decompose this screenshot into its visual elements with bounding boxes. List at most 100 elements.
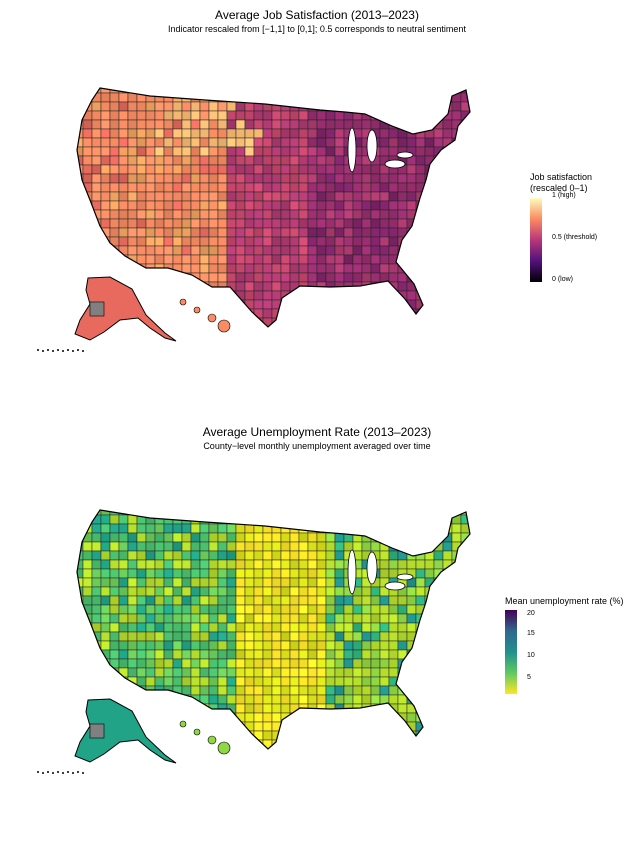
- county-region: [217, 712, 228, 723]
- county-region: [253, 326, 264, 327]
- county-region: [199, 254, 210, 265]
- county-region: [370, 317, 381, 327]
- county-region: [217, 568, 228, 579]
- county-region: [433, 667, 444, 678]
- county-region: [253, 613, 264, 624]
- county-region: [379, 712, 390, 723]
- county-region: [271, 209, 282, 220]
- county-region: [451, 595, 462, 606]
- county-region: [253, 128, 264, 139]
- county-region: [244, 218, 255, 229]
- county-region: [379, 604, 390, 615]
- county-region: [361, 514, 372, 525]
- county-region: [406, 658, 417, 669]
- county-region: [262, 694, 273, 705]
- county-region: [325, 667, 336, 678]
- county-region: [424, 200, 435, 211]
- county-region: [226, 110, 237, 121]
- county-region: [163, 694, 174, 705]
- county-region: [136, 110, 147, 121]
- county-region: [77, 92, 84, 103]
- county-region: [298, 88, 309, 94]
- county-region: [388, 272, 399, 283]
- county-region: [280, 595, 291, 606]
- county-region: [109, 200, 120, 211]
- county-region: [415, 649, 426, 660]
- county-region: [442, 128, 453, 139]
- county-region: [388, 209, 399, 220]
- county-region: [181, 308, 192, 319]
- county-region: [235, 317, 246, 327]
- county-region: [199, 128, 210, 139]
- county-region: [77, 550, 84, 561]
- county-region: [253, 586, 264, 597]
- county-region: [307, 119, 318, 130]
- county-region: [271, 604, 282, 615]
- county-region: [343, 613, 354, 624]
- county-region: [325, 191, 336, 202]
- county-region: [361, 667, 372, 678]
- county-region: [163, 604, 174, 615]
- county-region: [289, 613, 300, 624]
- county-region: [469, 685, 470, 696]
- county-region: [397, 604, 408, 615]
- county-region: [154, 658, 165, 669]
- county-region: [388, 613, 399, 624]
- county-region: [100, 550, 111, 561]
- county-region: [307, 640, 318, 651]
- county-region: [307, 263, 318, 274]
- county-region: [397, 191, 408, 202]
- county-region: [136, 88, 147, 94]
- county-region: [334, 263, 345, 274]
- county-region: [379, 227, 390, 238]
- county-region: [244, 308, 255, 319]
- county-region: [469, 290, 470, 301]
- county-region: [361, 209, 372, 220]
- county-region: [370, 173, 381, 184]
- county-region: [118, 514, 129, 525]
- county-region: [172, 254, 183, 265]
- county-region: [118, 326, 129, 327]
- county-region: [289, 532, 300, 543]
- county-region: [271, 676, 282, 687]
- county-region: [262, 88, 273, 94]
- county-region: [226, 236, 237, 247]
- county-region: [154, 667, 165, 678]
- county-region: [379, 510, 390, 516]
- county-region: [316, 721, 327, 732]
- county-region: [118, 694, 129, 705]
- county-region: [271, 173, 282, 184]
- county-region: [352, 227, 363, 238]
- county-region: [415, 308, 426, 319]
- county-region: [316, 604, 327, 615]
- county-region: [469, 110, 470, 121]
- county-region: [370, 649, 381, 660]
- county-region: [190, 577, 201, 588]
- county-region: [235, 640, 246, 651]
- county-region: [262, 523, 273, 534]
- county-region: [325, 631, 336, 642]
- county-region: [217, 101, 228, 112]
- county-region: [298, 568, 309, 579]
- county-region: [82, 541, 93, 552]
- county-region: [289, 92, 300, 103]
- legend-title: Job satisfaction (rescaled 0–1): [530, 172, 593, 193]
- county-region: [307, 514, 318, 525]
- county-region: [172, 209, 183, 220]
- county-region: [271, 622, 282, 633]
- county-region: [379, 299, 390, 310]
- county-region: [379, 667, 390, 678]
- county-region: [271, 119, 282, 130]
- county-region: [433, 559, 444, 570]
- county-region: [370, 676, 381, 687]
- county-region: [415, 667, 426, 678]
- county-region: [181, 703, 192, 714]
- county-region: [316, 510, 327, 516]
- county-region: [406, 200, 417, 211]
- county-region: [172, 640, 183, 651]
- county-region: [433, 703, 444, 714]
- county-region: [460, 155, 470, 166]
- county-region: [415, 640, 426, 651]
- county-region: [136, 748, 147, 749]
- county-region: [154, 281, 165, 292]
